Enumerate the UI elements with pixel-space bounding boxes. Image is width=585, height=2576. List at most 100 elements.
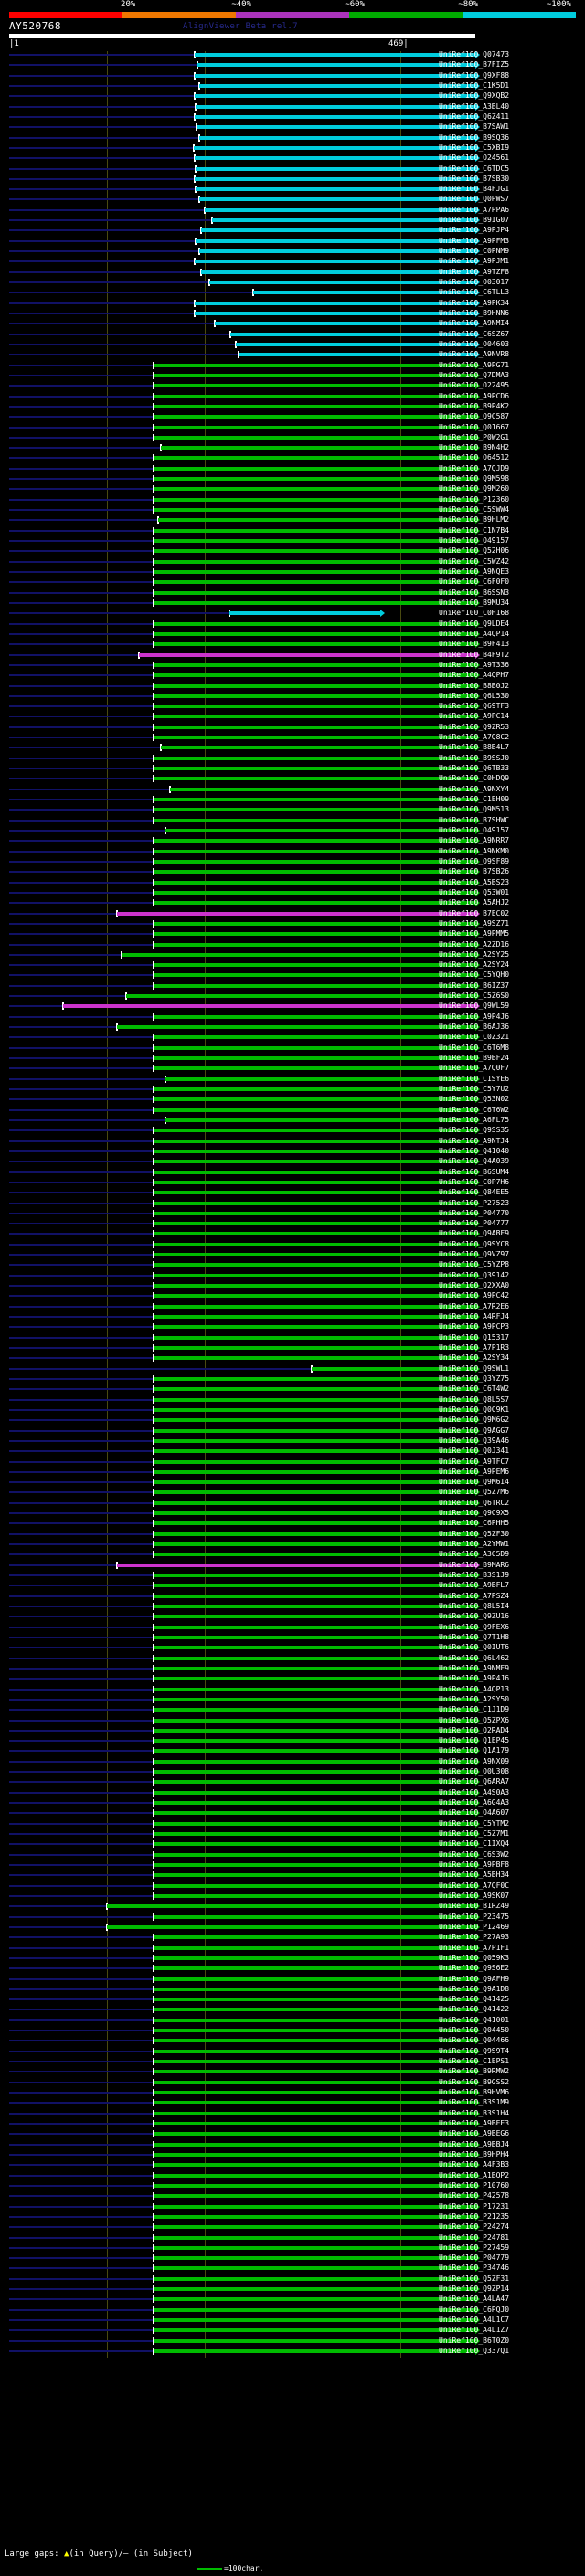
hsp-bar[interactable] [154,1066,475,1071]
hit-accession-label[interactable]: UniRef100_A9BEG6 [439,2129,510,2138]
hit-row[interactable]: UniRef100_Q39142 [0,1271,585,1279]
hit-row[interactable]: UniRef100_Q8L5S7 [0,1394,585,1404]
hsp-bar[interactable] [154,2049,475,2053]
hit-accession-label[interactable]: UniRef100_O49157 [439,826,510,834]
hit-row[interactable]: UniRef100_B7SB30 [0,175,585,183]
hit-row[interactable]: UniRef100_Q84EE5 [0,1189,585,1197]
hsp-bar[interactable] [212,218,475,223]
hsp-bar[interactable] [154,394,475,398]
hit-row[interactable]: UniRef100_Q8L5I4 [0,1603,585,1610]
hsp-bar[interactable] [154,1387,475,1392]
hit-accession-label[interactable]: UniRef100_Q01667 [439,422,510,431]
hit-accession-label[interactable]: UniRef100_Q9ZU16 [439,1612,510,1621]
hit-accession-label[interactable]: UniRef100_A9SK07 [439,1891,510,1900]
hit-accession-label[interactable]: UniRef100_Q52H06 [439,546,510,556]
hit-row[interactable]: UniRef100_A9NTJ4 [0,1137,585,1145]
hit-accession-label[interactable]: UniRef100_A2SY34 [439,1353,510,1362]
hit-row[interactable]: UniRef100_Q04450 [0,2027,585,2035]
hsp-bar[interactable] [154,1780,475,1785]
hit-row[interactable]: UniRef100_A9PG71 [0,361,585,369]
hit-accession-label[interactable]: UniRef100_A9SZ71 [439,918,510,928]
hit-row[interactable]: UniRef100_Q01667 [0,422,585,431]
hit-row[interactable]: UniRef100_Q0J341 [0,1447,585,1456]
hsp-bar[interactable] [154,777,475,781]
hit-row[interactable]: UniRef100_P34746 [0,2264,585,2273]
hsp-bar[interactable] [195,260,475,264]
hit-row[interactable]: UniRef100_Q9M6G2 [0,1416,585,1425]
hit-accession-label[interactable]: UniRef100_Q7T1H8 [439,1632,510,1641]
hsp-bar[interactable] [154,2018,475,2022]
hsp-bar[interactable] [154,2266,475,2271]
hsp-bar[interactable] [200,270,475,274]
hit-accession-label[interactable]: UniRef100_B9BF24 [439,1054,510,1063]
hit-accession-label[interactable]: UniRef100_Q9M513 [439,805,510,814]
hsp-bar[interactable] [154,1605,475,1608]
hit-accession-label[interactable]: UniRef100_A9P4J6 [439,1012,510,1021]
hsp-bar[interactable] [154,1035,475,1040]
hsp-bar[interactable] [154,642,475,647]
hsp-bar[interactable] [154,2060,475,2064]
hit-accession-label[interactable]: UniRef100_A2SY24 [439,960,510,970]
hit-accession-label[interactable]: UniRef100_Q9M260 [439,484,510,493]
hit-row[interactable]: UniRef100_O9SF89 [0,857,585,865]
hit-accession-label[interactable]: UniRef100_Q9S9T4 [439,2046,510,2055]
hsp-bar[interactable] [154,373,475,377]
hit-row[interactable]: UniRef100_C5YQH0 [0,971,585,980]
hit-row[interactable]: UniRef100_A4L1C7 [0,2316,585,2325]
hit-row[interactable]: UniRef100_O03017 [0,279,585,287]
hit-accession-label[interactable]: UniRef100_Q6TB33 [439,764,510,773]
hit-row[interactable]: UniRef100_C5YZP8 [0,1261,585,1269]
hit-accession-label[interactable]: UniRef100_Q1A179 [439,1746,510,1755]
hsp-bar[interactable] [154,2152,475,2157]
hit-accession-label[interactable]: UniRef100_Q8L5S7 [439,1394,510,1404]
hit-row[interactable]: UniRef100_A3BL40 [0,102,585,111]
hit-accession-label[interactable]: UniRef100_Q9ZR53 [439,722,510,731]
hsp-bar[interactable] [154,487,475,492]
hsp-bar[interactable] [154,2204,475,2209]
hit-row[interactable]: UniRef100_A2SY25 [0,950,585,959]
hit-accession-label[interactable]: UniRef100_Q2XXA0 [439,1281,510,1290]
hit-accession-label[interactable]: UniRef100_Q9AGG7 [439,1426,510,1435]
hit-accession-label[interactable]: UniRef100_B4FJG1 [439,185,510,194]
hsp-bar[interactable] [154,2008,475,2012]
hit-accession-label[interactable]: UniRef100_Q6L530 [439,691,510,700]
hsp-bar[interactable] [229,332,475,336]
hit-row[interactable]: UniRef100_P17231 [0,2202,585,2210]
hit-row[interactable]: UniRef100_Q4A039 [0,1158,585,1166]
hsp-bar[interactable] [195,114,475,119]
hsp-bar[interactable] [154,1739,475,1744]
hit-row[interactable]: UniRef100_Q0PWS7 [0,196,585,204]
hit-row[interactable]: UniRef100_C1SYE6 [0,1074,585,1083]
hit-row[interactable]: UniRef100_A9P4J6 [0,1012,585,1021]
hit-row[interactable]: UniRef100_Q9XQB2 [0,91,585,101]
hsp-bar[interactable] [154,715,475,719]
hit-row[interactable]: UniRef100_A6G4A3 [0,1799,585,1807]
hsp-bar[interactable] [195,156,475,161]
hsp-bar[interactable] [154,1553,475,1557]
hit-accession-label[interactable]: UniRef100_P0W2G1 [439,432,510,441]
hsp-bar[interactable] [154,1407,475,1412]
hit-accession-label[interactable]: UniRef100_C1EH09 [439,795,510,804]
hit-row[interactable]: UniRef100_B7SHWC [0,816,585,824]
hit-accession-label[interactable]: UniRef100_P24274 [439,2222,510,2231]
hsp-bar[interactable] [154,435,475,440]
hsp-bar[interactable] [154,1635,475,1639]
hit-accession-label[interactable]: UniRef100_Q41040 [439,1146,510,1155]
hit-row[interactable]: UniRef100_Q0C9K1 [0,1405,585,1414]
hsp-bar[interactable] [154,559,475,564]
hit-accession-label[interactable]: UniRef100_C1SYE6 [439,1074,510,1083]
hit-row[interactable]: UniRef100_C6T6W2 [0,1106,585,1114]
hit-accession-label[interactable]: UniRef100_Q9XQB2 [439,91,510,101]
hit-row[interactable]: UniRef100_B9P4K2 [0,402,585,410]
hsp-bar[interactable] [154,1697,475,1701]
hit-accession-label[interactable]: UniRef100_A9PK34 [439,298,510,307]
hit-row[interactable]: UniRef100_C5Y7U2 [0,1086,585,1093]
hit-row[interactable]: UniRef100_B9HVM6 [0,2089,585,2097]
hit-row[interactable]: UniRef100_A4L1Z7 [0,2327,585,2335]
hit-row[interactable]: UniRef100_Q7DMA3 [0,371,585,379]
hit-row[interactable]: UniRef100_Q7T1H8 [0,1632,585,1641]
hsp-bar[interactable] [154,2070,475,2074]
hsp-bar[interactable] [154,477,475,482]
hit-row[interactable]: UniRef100_C0Z321 [0,1034,585,1042]
hit-row[interactable]: UniRef100_B3S1H4 [0,2109,585,2117]
